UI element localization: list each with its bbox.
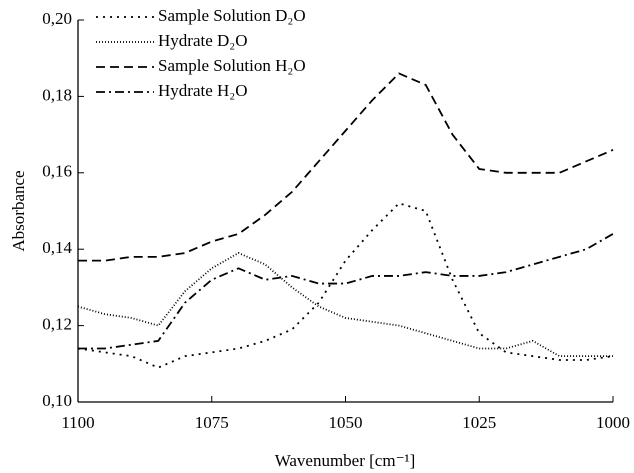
y-tick-label: 0,16	[42, 162, 72, 181]
y-tick-label: 0,12	[42, 315, 72, 334]
series-line	[78, 233, 614, 350]
y-tick-label: 0,20	[42, 9, 72, 28]
series-line	[77, 252, 613, 358]
y-tick-label: 0,10	[42, 391, 72, 410]
x-axis-title: Wavenumber [cm⁻¹]	[275, 451, 416, 470]
x-tick-label: 1100	[61, 413, 94, 432]
y-tick-label: 0,14	[42, 238, 72, 257]
y-tick-label: 0,18	[42, 85, 72, 104]
legend-label: Hydrate H₂O	[158, 81, 247, 100]
x-tick-label: 1000	[596, 413, 630, 432]
series-line	[78, 72, 614, 262]
series-line	[77, 202, 614, 369]
x-tick-label: 1075	[195, 413, 229, 432]
legend-label: Sample Solution D₂O	[158, 6, 306, 25]
x-tick-label: 1025	[462, 413, 496, 432]
legend-label: Sample Solution H₂O	[158, 56, 306, 75]
x-tick-label: 1050	[329, 413, 363, 432]
y-axis-title: Absorbance	[9, 170, 28, 251]
legend-label: Hydrate D₂O	[158, 31, 247, 50]
